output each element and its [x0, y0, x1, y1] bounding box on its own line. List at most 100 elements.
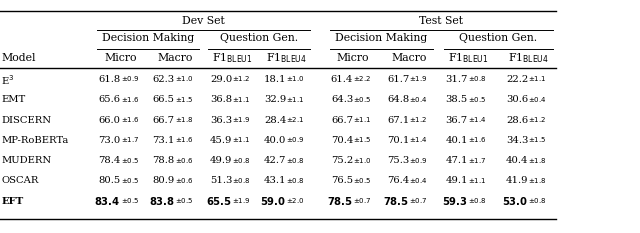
Text: $\mathbf{53.0}$: $\mathbf{53.0}$ [502, 195, 529, 207]
Text: OSCAR: OSCAR [1, 176, 39, 185]
Text: F1$_{\mathrm{BLEU1}}$: F1$_{\mathrm{BLEU1}}$ [447, 51, 488, 65]
Text: Model: Model [1, 53, 36, 63]
Text: $\mathbf{78.5}$: $\mathbf{78.5}$ [327, 195, 353, 207]
Text: $_{\pm 2.2}$: $_{\pm 2.2}$ [353, 75, 371, 85]
Text: F1$_{\mathrm{BLEU1}}$: F1$_{\mathrm{BLEU1}}$ [212, 51, 252, 65]
Text: 65.6: 65.6 [99, 96, 120, 104]
Text: 61.4: 61.4 [331, 75, 353, 84]
Text: 49.1: 49.1 [445, 176, 468, 185]
Text: Question Gen.: Question Gen. [460, 33, 538, 43]
Text: $_{\pm 1.1}$: $_{\pm 1.1}$ [286, 95, 305, 105]
Text: $_{\pm 0.5}$: $_{\pm 0.5}$ [353, 176, 372, 186]
Text: 29.0: 29.0 [210, 75, 232, 84]
Text: 49.9: 49.9 [210, 156, 232, 165]
Text: $_{\pm 1.2}$: $_{\pm 1.2}$ [232, 75, 250, 85]
Text: $_{\pm 1.1}$: $_{\pm 1.1}$ [468, 176, 486, 186]
Text: DISCERN: DISCERN [1, 116, 51, 125]
Text: 73.1: 73.1 [152, 136, 175, 145]
Text: $_{\pm 0.8}$: $_{\pm 0.8}$ [232, 176, 250, 186]
Text: 66.7: 66.7 [331, 116, 353, 125]
Text: 22.2: 22.2 [506, 75, 529, 84]
Text: $_{\pm 1.5}$: $_{\pm 1.5}$ [529, 136, 547, 145]
Text: $_{\pm 0.4}$: $_{\pm 0.4}$ [409, 176, 428, 186]
Text: $\mathbf{83.8}$: $\mathbf{83.8}$ [148, 195, 175, 207]
Text: $_{\pm 1.6}$: $_{\pm 1.6}$ [468, 136, 486, 145]
Text: 73.0: 73.0 [99, 136, 120, 145]
Text: $_{\pm 1.9}$: $_{\pm 1.9}$ [409, 75, 428, 85]
Text: $_{\pm 0.8}$: $_{\pm 0.8}$ [232, 156, 250, 165]
Text: 38.5: 38.5 [445, 96, 468, 104]
Text: $_{\pm 0.8}$: $_{\pm 0.8}$ [468, 196, 486, 206]
Text: $_{\pm 1.2}$: $_{\pm 1.2}$ [529, 115, 547, 125]
Text: $_{\pm 1.1}$: $_{\pm 1.1}$ [353, 115, 372, 125]
Text: 45.9: 45.9 [210, 136, 232, 145]
Text: $_{\pm 1.7}$: $_{\pm 1.7}$ [120, 136, 138, 145]
Text: 75.3: 75.3 [387, 156, 409, 165]
Text: $_{\pm 1.8}$: $_{\pm 1.8}$ [529, 156, 547, 165]
Text: $_{\pm 0.8}$: $_{\pm 0.8}$ [286, 156, 305, 165]
Text: $_{\pm 1.6}$: $_{\pm 1.6}$ [120, 95, 139, 105]
Text: $_{\pm 1.5}$: $_{\pm 1.5}$ [175, 95, 193, 105]
Text: $_{\pm 0.9}$: $_{\pm 0.9}$ [286, 136, 305, 145]
Text: $_{\pm 0.8}$: $_{\pm 0.8}$ [529, 196, 547, 206]
Text: $_{\pm 0.8}$: $_{\pm 0.8}$ [468, 75, 486, 85]
Text: 51.3: 51.3 [210, 176, 232, 185]
Text: $_{\pm 1.0}$: $_{\pm 1.0}$ [286, 75, 305, 85]
Text: $_{\pm 0.7}$: $_{\pm 0.7}$ [409, 196, 428, 206]
Text: EFT: EFT [1, 197, 24, 206]
Text: E$^3$: E$^3$ [1, 73, 15, 87]
Text: $_{\pm 0.4}$: $_{\pm 0.4}$ [529, 95, 547, 105]
Text: $_{\pm 1.4}$: $_{\pm 1.4}$ [409, 136, 428, 145]
Text: $_{\pm 2.0}$: $_{\pm 2.0}$ [286, 196, 305, 206]
Text: 40.0: 40.0 [264, 136, 286, 145]
Text: $_{\pm 1.2}$: $_{\pm 1.2}$ [409, 115, 427, 125]
Text: $_{\pm 0.8}$: $_{\pm 0.8}$ [286, 176, 305, 186]
Text: Micro: Micro [104, 53, 137, 63]
Text: $_{\pm 1.8}$: $_{\pm 1.8}$ [175, 115, 193, 125]
Text: Question Gen.: Question Gen. [220, 33, 298, 43]
Text: $\mathbf{59.0}$: $\mathbf{59.0}$ [260, 195, 286, 207]
Text: 78.8: 78.8 [152, 156, 175, 165]
Text: 80.5: 80.5 [99, 176, 120, 185]
Text: 28.4: 28.4 [264, 116, 286, 125]
Text: 62.3: 62.3 [152, 75, 175, 84]
Text: 40.4: 40.4 [506, 156, 529, 165]
Text: EMT: EMT [1, 96, 26, 104]
Text: Dev Set: Dev Set [182, 16, 225, 26]
Text: 36.8: 36.8 [210, 96, 232, 104]
Text: $_{\pm 1.1}$: $_{\pm 1.1}$ [529, 75, 547, 85]
Text: 43.1: 43.1 [264, 176, 286, 185]
Text: 36.7: 36.7 [445, 116, 468, 125]
Text: 78.4: 78.4 [98, 156, 120, 165]
Text: $_{\pm 0.7}$: $_{\pm 0.7}$ [353, 196, 371, 206]
Text: 75.2: 75.2 [331, 156, 353, 165]
Text: $_{\pm 0.5}$: $_{\pm 0.5}$ [353, 95, 372, 105]
Text: $_{\pm 0.4}$: $_{\pm 0.4}$ [409, 95, 428, 105]
Text: 31.7: 31.7 [445, 75, 468, 84]
Text: $_{\pm 1.6}$: $_{\pm 1.6}$ [120, 115, 139, 125]
Text: F1$_{\mathrm{BLEU4}}$: F1$_{\mathrm{BLEU4}}$ [508, 51, 548, 65]
Text: $_{\pm 0.5}$: $_{\pm 0.5}$ [120, 156, 139, 165]
Text: $_{\pm 0.5}$: $_{\pm 0.5}$ [175, 196, 193, 206]
Text: $_{\pm 1.8}$: $_{\pm 1.8}$ [529, 176, 547, 186]
Text: 66.0: 66.0 [99, 116, 120, 125]
Text: $_{\pm 0.5}$: $_{\pm 0.5}$ [468, 95, 486, 105]
Text: $_{\pm 1.1}$: $_{\pm 1.1}$ [232, 136, 250, 145]
Text: MUDERN: MUDERN [1, 156, 51, 165]
Text: 61.8: 61.8 [99, 75, 120, 84]
Text: 42.7: 42.7 [264, 156, 286, 165]
Text: 40.1: 40.1 [445, 136, 468, 145]
Text: 66.5: 66.5 [153, 96, 175, 104]
Text: $_{\pm 1.0}$: $_{\pm 1.0}$ [175, 75, 193, 85]
Text: $_{\pm 0.5}$: $_{\pm 0.5}$ [120, 176, 139, 186]
Text: 76.5: 76.5 [331, 176, 353, 185]
Text: 28.6: 28.6 [506, 116, 529, 125]
Text: $_{\pm 1.5}$: $_{\pm 1.5}$ [353, 136, 372, 145]
Text: $_{\pm 0.9}$: $_{\pm 0.9}$ [120, 75, 139, 85]
Text: $\mathbf{83.4}$: $\mathbf{83.4}$ [94, 195, 120, 207]
Text: 70.1: 70.1 [387, 136, 409, 145]
Text: Micro: Micro [337, 53, 369, 63]
Text: $_{\pm 0.6}$: $_{\pm 0.6}$ [175, 176, 193, 186]
Text: Decision Making: Decision Making [102, 33, 194, 43]
Text: $_{\pm 1.9}$: $_{\pm 1.9}$ [232, 115, 251, 125]
